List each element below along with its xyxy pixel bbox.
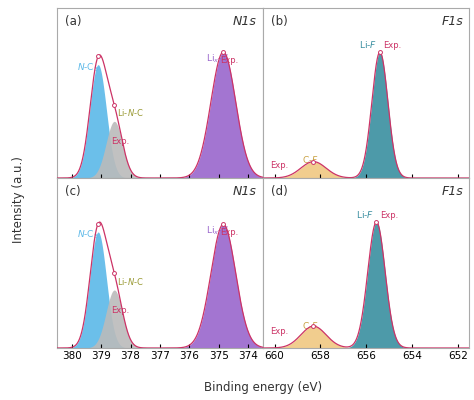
Text: F1s: F1s <box>441 15 463 28</box>
Text: Li-$N$-C: Li-$N$-C <box>117 108 144 118</box>
Text: Exp.: Exp. <box>383 40 401 50</box>
Text: Li-$F$: Li-$F$ <box>356 208 374 220</box>
Text: Binding energy (eV): Binding energy (eV) <box>204 381 322 394</box>
Text: Li-$N$-C: Li-$N$-C <box>117 276 144 287</box>
Text: Exp.: Exp. <box>270 327 288 336</box>
Text: N1s: N1s <box>233 185 257 198</box>
Text: Li-$F$: Li-$F$ <box>359 38 377 50</box>
Text: N1s: N1s <box>233 15 257 28</box>
Text: F1s: F1s <box>441 185 463 198</box>
Text: Exp.: Exp. <box>111 137 129 146</box>
Text: (b): (b) <box>271 15 288 28</box>
Text: Intensity (a.u.): Intensity (a.u.) <box>12 156 25 244</box>
Text: (d): (d) <box>271 185 288 198</box>
Text: Exp.: Exp. <box>380 210 398 220</box>
Text: (c): (c) <box>65 185 81 198</box>
Text: (a): (a) <box>65 15 82 28</box>
Text: Li$_x$-$N$: Li$_x$-$N$ <box>206 52 230 65</box>
Text: $N$-C$_3$: $N$-C$_3$ <box>77 229 99 241</box>
Text: $N$-C$_3$: $N$-C$_3$ <box>77 61 99 74</box>
Text: Exp.: Exp. <box>111 306 129 315</box>
Text: Exp.: Exp. <box>220 228 238 237</box>
Text: C-$F$: C-$F$ <box>301 320 319 331</box>
Text: C-$F$: C-$F$ <box>301 154 319 165</box>
Text: Exp.: Exp. <box>270 161 288 170</box>
Text: Li$_x$-$N$: Li$_x$-$N$ <box>206 224 230 237</box>
Text: Exp.: Exp. <box>220 56 238 65</box>
